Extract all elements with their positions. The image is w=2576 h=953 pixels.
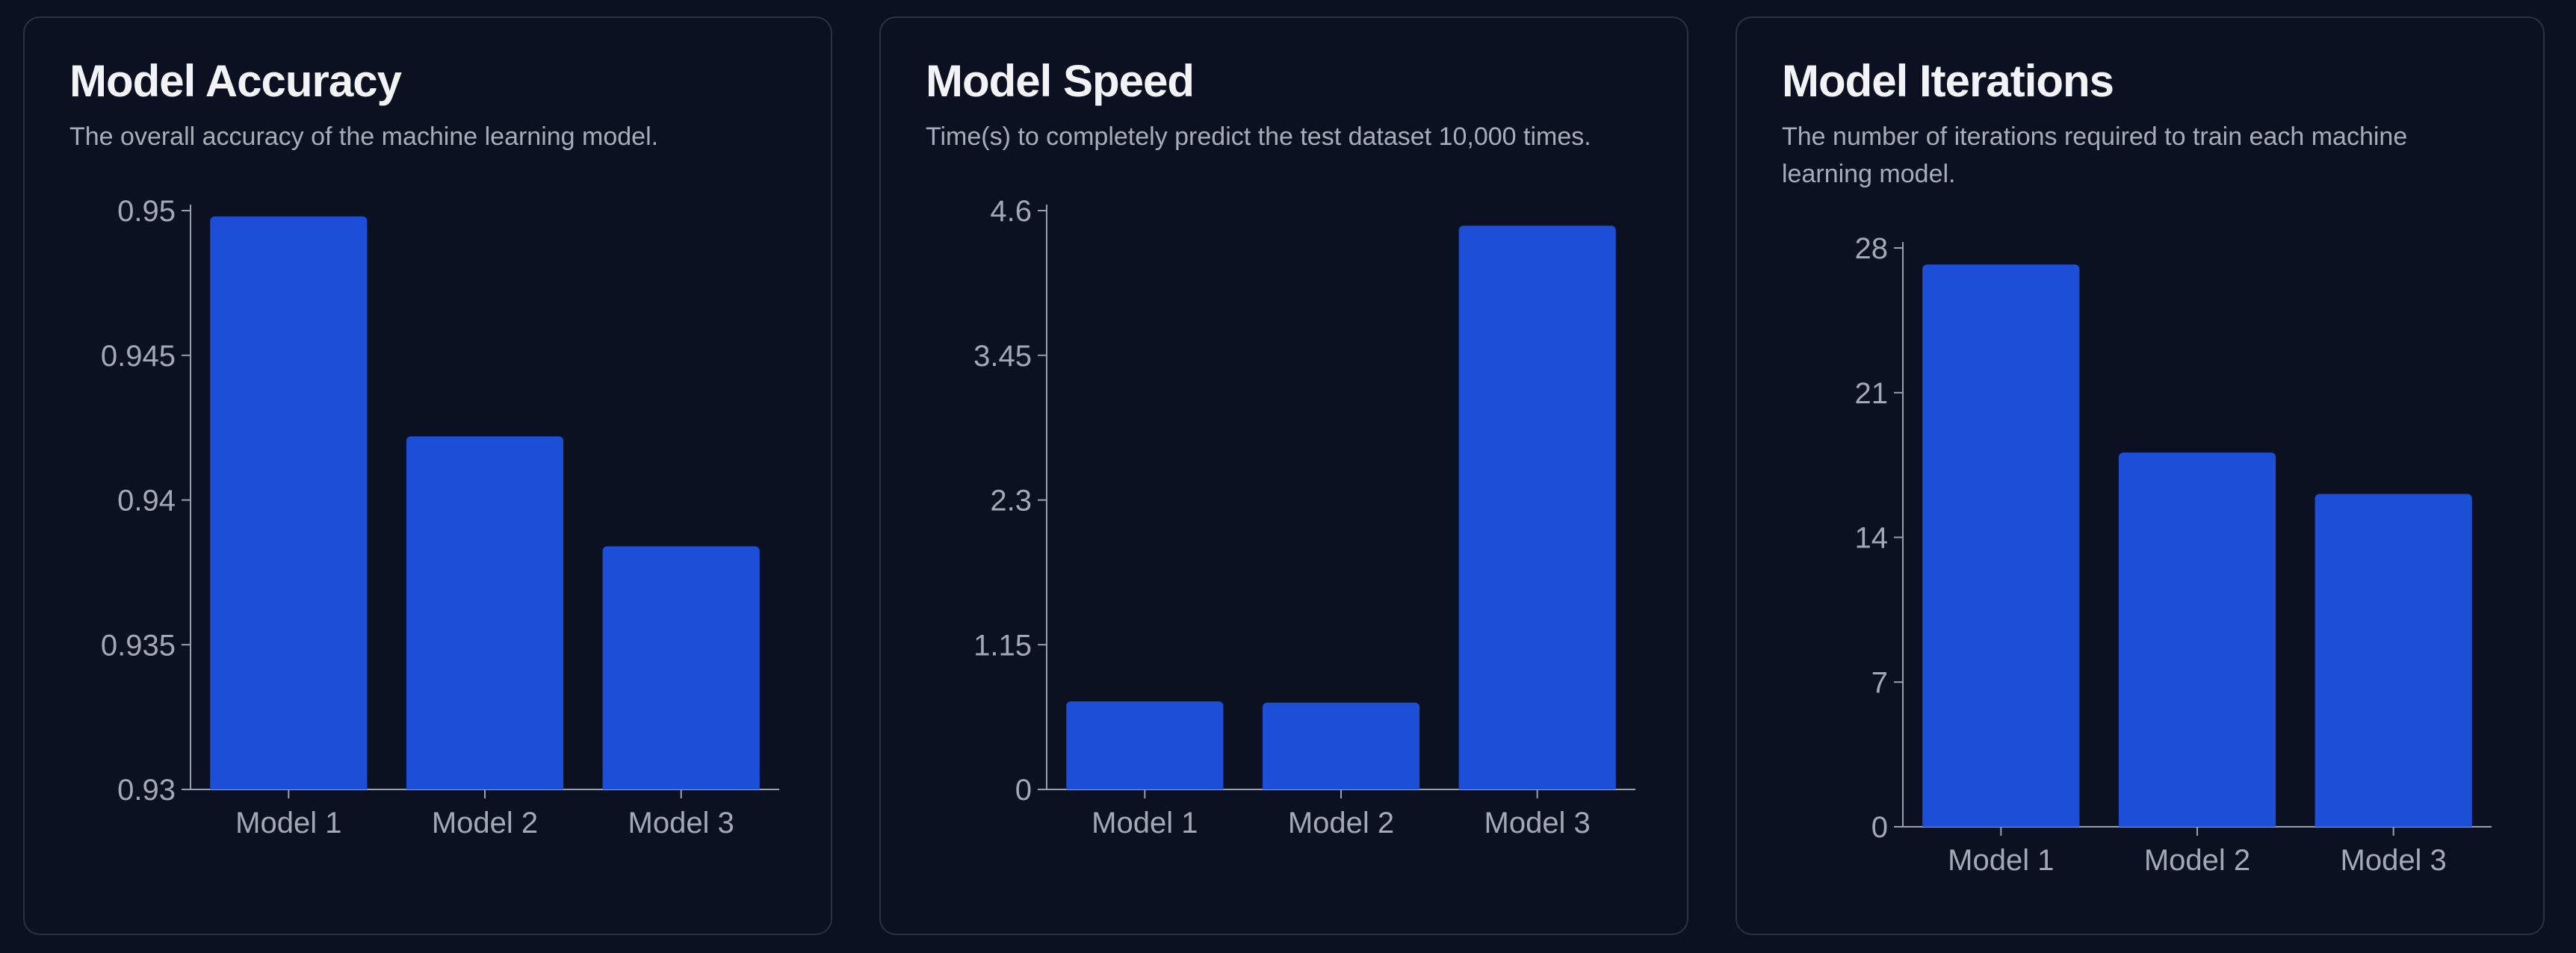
y-tick-label: 14 (1855, 522, 1889, 555)
x-tick-label: Model 3 (1484, 807, 1591, 839)
bar-base (602, 782, 760, 789)
y-tick-label: 3.45 (973, 340, 1032, 373)
bar-base (1262, 782, 1420, 789)
bar-model-3[interactable] (1458, 226, 1616, 789)
iterations-bar-chart: 0 7 14 21 28 Model 1 Model 2 Model 3 (1855, 232, 2492, 877)
bar-base (2315, 819, 2472, 827)
x-tick-label: Model 3 (2341, 844, 2447, 877)
bar-base (1922, 819, 2080, 827)
y-tick-label: 1.15 (973, 629, 1032, 662)
card-title: Model Speed (926, 56, 1195, 106)
card-model-iterations: Model Iterations The number of iteration… (1736, 16, 2545, 935)
card-title: Model Iterations (1782, 56, 2114, 106)
y-tick-label: 0.93 (117, 774, 176, 807)
y-tick-label: 2.3 (990, 485, 1032, 518)
card-model-speed: Model Speed Time(s) to completely predic… (879, 16, 1688, 935)
bar-model-1[interactable] (1066, 701, 1224, 789)
x-tick-label: Model 2 (2144, 844, 2250, 877)
card-description: The overall accuracy of the machine lear… (69, 122, 659, 151)
bar-base (210, 782, 368, 789)
card-title: Model Accuracy (69, 56, 402, 106)
bar-base (406, 782, 564, 789)
bar-model-2[interactable] (2118, 453, 2276, 827)
y-tick-label: 0.94 (117, 485, 176, 518)
bar-base (2118, 819, 2276, 827)
speed-bar-chart: 0 1.15 2.3 3.45 4.6 Model 1 Model 2 Model 3 (973, 195, 1635, 839)
x-tick-label: Model 2 (432, 807, 538, 839)
card-model-accuracy: Model Accuracy The overall accuracy of t… (23, 16, 832, 935)
x-tick-label: Model 3 (628, 807, 734, 839)
x-tick-label: Model 1 (235, 807, 341, 839)
bar-model-2[interactable] (406, 436, 564, 789)
y-tick-label: 0 (1015, 774, 1032, 807)
y-tick-label: 0 (1871, 811, 1888, 844)
y-tick-label: 28 (1855, 232, 1889, 265)
bar-model-3[interactable] (602, 546, 760, 790)
bar-base (1458, 782, 1616, 789)
y-tick-label: 0.95 (117, 195, 176, 228)
y-tick-label: 4.6 (990, 195, 1032, 228)
bar-model-1[interactable] (210, 216, 368, 789)
y-tick-label: 0.945 (101, 340, 176, 373)
bar-model-2[interactable] (1262, 702, 1420, 789)
bar-base (1066, 782, 1224, 789)
card-description: The number of iterations required to tra… (1782, 122, 2408, 188)
x-tick-label: Model 1 (1092, 807, 1198, 839)
x-tick-label: Model 2 (1288, 807, 1394, 839)
y-tick-label: 7 (1871, 666, 1888, 699)
card-description: Time(s) to completely predict the test d… (926, 122, 1591, 151)
bar-model-3[interactable] (2315, 494, 2472, 827)
y-tick-label: 21 (1855, 377, 1889, 410)
accuracy-bar-chart: 0.93 0.935 0.94 0.945 0.95 Model 1 Model 2 Mode… (101, 195, 779, 839)
x-tick-label: Model 1 (1948, 844, 2054, 877)
bar-model-1[interactable] (1922, 264, 2080, 828)
y-tick-label: 0.935 (101, 629, 176, 662)
